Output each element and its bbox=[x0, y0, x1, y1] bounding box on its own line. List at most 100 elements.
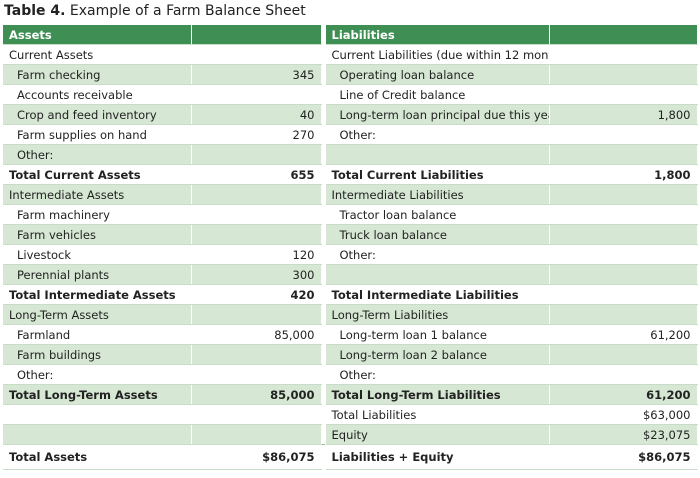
label-cell: Liabilities + Equity bbox=[325, 444, 550, 470]
label-cell bbox=[3, 404, 192, 425]
label-cell: Intermediate Liabilities bbox=[325, 184, 550, 205]
label-cell: Current Assets bbox=[3, 44, 192, 65]
label-cell: Line of Credit balance bbox=[325, 84, 550, 105]
gutter bbox=[321, 364, 326, 385]
label-cell: Total Assets bbox=[3, 444, 192, 470]
label-cell: Livestock bbox=[3, 244, 192, 265]
label-cell: Long-term loan 1 balance bbox=[325, 324, 550, 345]
label-cell: Farmland bbox=[3, 324, 192, 345]
value-cell bbox=[549, 44, 698, 65]
label-cell: Farm checking bbox=[3, 64, 192, 85]
label-cell: Long-term loan principal due this year bbox=[325, 104, 550, 125]
column-header: Liabilities bbox=[325, 25, 550, 45]
table-row: Total Long-Term Assets 85,000 Total Long-T… bbox=[3, 384, 698, 405]
table-row: Livestock 120 Other: bbox=[3, 244, 698, 265]
header-cell bbox=[191, 25, 322, 45]
label-cell: Other: bbox=[325, 244, 550, 265]
gutter bbox=[321, 204, 326, 225]
gutter bbox=[321, 84, 326, 105]
table-row: Farmland 85,000 Long-term loan 1 balance 61… bbox=[3, 324, 698, 345]
value-cell: 85,000 bbox=[191, 324, 322, 345]
value-cell bbox=[549, 224, 698, 245]
value-cell: 61,200 bbox=[549, 384, 698, 405]
gutter bbox=[321, 284, 326, 305]
gutter bbox=[321, 64, 326, 85]
value-cell: 1,800 bbox=[549, 104, 698, 125]
gutter bbox=[321, 304, 326, 325]
label-cell: Tractor loan balance bbox=[325, 204, 550, 225]
label-cell: Long-Term Liabilities bbox=[325, 304, 550, 325]
value-cell: 300 bbox=[191, 264, 322, 285]
label-cell: Farm machinery bbox=[3, 204, 192, 225]
label-cell: Crop and feed inventory bbox=[3, 104, 192, 125]
header-row: Assets Liabilities bbox=[3, 25, 698, 45]
table-row: Other: Other: bbox=[3, 364, 698, 385]
label-cell: Equity bbox=[325, 424, 550, 445]
gutter bbox=[321, 224, 326, 245]
gutter bbox=[321, 104, 326, 125]
table-row: Farm vehicles Truck loan balance bbox=[3, 224, 698, 245]
label-cell: Long-Term Assets bbox=[3, 304, 192, 325]
value-cell bbox=[191, 204, 322, 225]
label-cell: Farm supplies on hand bbox=[3, 124, 192, 145]
label-cell: Total Intermediate Liabilities bbox=[325, 284, 550, 305]
value-cell bbox=[549, 284, 698, 305]
value-cell bbox=[191, 224, 322, 245]
value-cell: 420 bbox=[191, 284, 322, 305]
gutter bbox=[321, 184, 326, 205]
label-cell bbox=[3, 424, 192, 445]
label-cell: Total Current Liabilities bbox=[325, 164, 550, 185]
value-cell: $86,075 bbox=[549, 444, 698, 470]
value-cell: 655 bbox=[191, 164, 322, 185]
value-cell bbox=[191, 184, 322, 205]
table-row: Current Assets Current Liabilities (due w… bbox=[3, 44, 698, 65]
label-cell: Long-term loan 2 balance bbox=[325, 344, 550, 365]
column-header: Assets bbox=[3, 25, 192, 45]
label-cell: Total Current Assets bbox=[3, 164, 192, 185]
table-row: Accounts receivable Line of Credit balanc… bbox=[3, 84, 698, 105]
gutter bbox=[321, 424, 326, 445]
label-cell: Other: bbox=[3, 364, 192, 385]
label-cell: Truck loan balance bbox=[325, 224, 550, 245]
value-cell bbox=[191, 404, 322, 425]
label-cell: Total Long-Term Liabilities bbox=[325, 384, 550, 405]
value-cell bbox=[191, 344, 322, 365]
value-cell bbox=[549, 184, 698, 205]
table-row: Farm supplies on hand 270 Other: bbox=[3, 124, 698, 145]
table-row: Intermediate Assets Intermediate Liabilit… bbox=[3, 184, 698, 205]
gutter bbox=[321, 404, 326, 425]
value-cell bbox=[191, 144, 322, 165]
gutter bbox=[321, 444, 326, 470]
value-cell bbox=[549, 84, 698, 105]
value-cell: 345 bbox=[191, 64, 322, 85]
value-cell bbox=[549, 124, 698, 145]
table-caption: Example of a Farm Balance Sheet bbox=[69, 3, 306, 19]
value-cell bbox=[191, 364, 322, 385]
label-cell: Perennial plants bbox=[3, 264, 192, 285]
table-row: Long-Term Assets Long-Term Liabilities bbox=[3, 304, 698, 325]
label-cell: Other: bbox=[325, 124, 550, 145]
label-cell: Other: bbox=[3, 144, 192, 165]
table-row: Total Intermediate Assets 420 Total Interm… bbox=[3, 284, 698, 305]
gutter bbox=[321, 264, 326, 285]
value-cell bbox=[549, 144, 698, 165]
label-cell: Total Intermediate Assets bbox=[3, 284, 192, 305]
table-body: Current Assets Current Liabilities (due w… bbox=[3, 44, 698, 470]
label-cell bbox=[325, 144, 550, 165]
label-cell: Current Liabilities (due within 12 month… bbox=[325, 44, 550, 65]
header-cell bbox=[549, 25, 698, 45]
table-row: Equity $23,075 bbox=[3, 424, 698, 445]
label-cell: Total Liabilities bbox=[325, 404, 550, 425]
gutter bbox=[321, 344, 326, 365]
gutter bbox=[321, 324, 326, 345]
value-cell: 40 bbox=[191, 104, 322, 125]
value-cell bbox=[549, 264, 698, 285]
gutter bbox=[321, 144, 326, 165]
value-cell: 1,800 bbox=[549, 164, 698, 185]
value-cell bbox=[549, 244, 698, 265]
gutter bbox=[321, 25, 326, 45]
value-cell bbox=[549, 304, 698, 325]
table-title: Table 4. Example of a Farm Balance Sheet bbox=[4, 3, 306, 19]
label-cell: Operating loan balance bbox=[325, 64, 550, 85]
value-cell bbox=[549, 364, 698, 385]
